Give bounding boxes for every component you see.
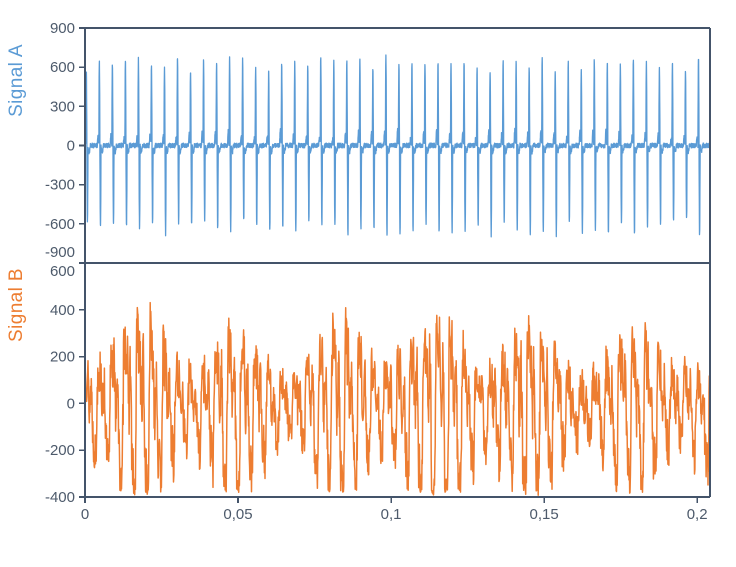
- y-tick-label: 0: [67, 138, 75, 155]
- y-tick-label: 900: [50, 20, 75, 37]
- y-tick-label: -900: [45, 244, 75, 261]
- signal-b-axis-title: Signal B: [6, 268, 27, 342]
- y-tick-label: 200: [50, 349, 75, 366]
- y-tick-label: 600: [50, 59, 75, 76]
- y-tick-label: 600: [50, 263, 75, 280]
- signal-a-trace: [85, 54, 710, 238]
- x-tick-label: 0,05: [223, 506, 252, 523]
- y-tick-label: 0: [67, 395, 75, 412]
- x-tick-label: 0,2: [687, 506, 708, 523]
- y-tick-label: -400: [45, 489, 75, 506]
- signal-b-trace: [85, 301, 710, 496]
- y-tick-label: -600: [45, 216, 75, 233]
- x-tick-label: 0,15: [530, 506, 559, 523]
- x-tick-label: 0,1: [381, 506, 402, 523]
- y-tick-label: -200: [45, 442, 75, 459]
- y-tick-label: -300: [45, 177, 75, 194]
- x-tick-label: 0: [81, 506, 89, 523]
- y-tick-label: 400: [50, 302, 75, 319]
- y-tick-label: 300: [50, 98, 75, 115]
- signal-a-axis-title: Signal A: [6, 44, 27, 117]
